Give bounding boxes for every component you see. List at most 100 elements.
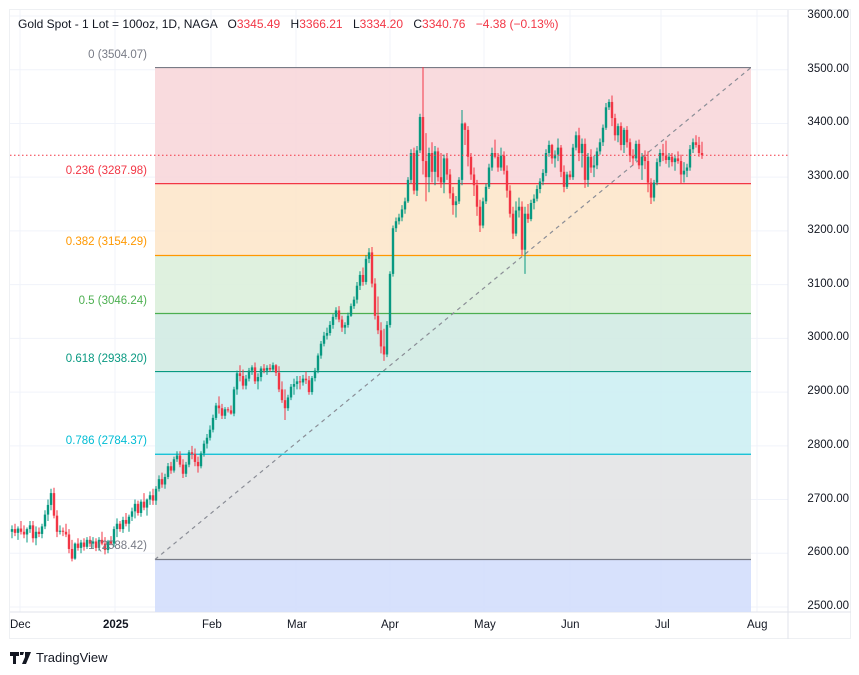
candle-body [25, 529, 29, 535]
candle-body [472, 174, 476, 186]
candle-body [298, 381, 302, 383]
candle-body [592, 165, 596, 168]
candle-body [139, 501, 143, 513]
price-tick-label: 2600.00 [807, 546, 849, 559]
candle-body [256, 377, 260, 382]
candle-body [673, 158, 677, 163]
time-tick-label: Mar [287, 619, 307, 631]
candle-body [133, 503, 137, 512]
price-tick-label: 3400.00 [807, 116, 849, 129]
candle-body [286, 397, 290, 409]
candle-body [130, 511, 134, 517]
candle-body [163, 476, 167, 485]
candle-body [421, 117, 425, 162]
candle-body [208, 429, 212, 438]
candle-body [589, 156, 593, 168]
candle-body [418, 117, 422, 151]
candle-body [565, 174, 569, 187]
candle-body [313, 370, 317, 379]
high-value: 3366.21 [299, 17, 343, 31]
candle-body [289, 386, 293, 398]
candle-body [631, 155, 635, 159]
candle-body [223, 409, 227, 416]
candle-body [430, 153, 434, 172]
candle-body [331, 316, 335, 325]
candle-body [373, 283, 377, 316]
candle-body [193, 453, 197, 462]
candle-body [616, 126, 620, 136]
time-tick-label: Aug [747, 619, 768, 631]
close-label: C [413, 17, 423, 31]
brand-name: TradingView [36, 650, 108, 665]
candle-body [460, 123, 464, 180]
candle-body [523, 213, 527, 250]
candle-body [454, 201, 458, 206]
low-label: L [352, 17, 360, 31]
candle-body [403, 201, 407, 210]
candle-body [619, 126, 623, 145]
candle-body [652, 182, 656, 198]
candle-body [271, 365, 275, 370]
candle-body [181, 464, 185, 474]
candle-body [415, 150, 419, 191]
price-tick-label: 3100.00 [807, 277, 849, 290]
candle-body [397, 217, 401, 222]
candle-body [40, 526, 44, 534]
candle-body [595, 151, 599, 166]
candle-body [247, 370, 251, 379]
candle-body [688, 149, 692, 168]
candle-body [604, 107, 608, 128]
candle-body [121, 519, 125, 530]
fib-zone-0.786 [155, 454, 751, 560]
price-tick-label: 2500.00 [807, 600, 849, 612]
chart-frame [9, 9, 851, 639]
candle-body [601, 127, 605, 143]
candle-body [391, 228, 395, 274]
candle-body [235, 373, 239, 390]
candle-body [481, 201, 485, 226]
candle-body [244, 378, 248, 386]
fib-label-0.5: 0.5 (3046.24) [78, 294, 147, 307]
candles [10, 67, 704, 562]
candle-body [433, 151, 437, 172]
open-label: O [227, 17, 237, 31]
candle-body [691, 142, 695, 150]
candle-body [211, 417, 215, 430]
candle-body [241, 375, 245, 386]
fib-zone-0.5 [155, 313, 751, 372]
candle-body [400, 209, 404, 218]
candle-body [571, 147, 575, 178]
candle-body [160, 479, 164, 485]
tradingview-logo[interactable]: TradingView [10, 650, 108, 665]
candle-body [259, 368, 263, 378]
candle-body [697, 144, 701, 154]
candle-body [136, 503, 140, 513]
candle-body [478, 206, 482, 226]
candle-body [157, 479, 161, 489]
candle-body [67, 534, 71, 549]
candle-body [202, 443, 206, 454]
candle-body [664, 155, 668, 160]
candle-body [541, 172, 545, 182]
candle-body [328, 324, 332, 333]
candle-body [76, 543, 80, 548]
candle-body [499, 155, 503, 168]
tradingview-logo-icon [10, 651, 31, 664]
candle-body [154, 488, 158, 501]
candle-body [385, 324, 389, 355]
candle-body [58, 530, 62, 532]
candle-body [550, 144, 554, 159]
candle-body [409, 153, 413, 180]
candle-body [553, 154, 557, 159]
candle-body [637, 143, 641, 166]
candle-body [295, 381, 299, 385]
candle-body [52, 493, 56, 516]
candle-body [574, 135, 578, 148]
candle-body [28, 525, 32, 530]
candle-body [310, 378, 314, 393]
low-value: 3334.20 [359, 17, 404, 31]
time-tick-label: Dec [10, 619, 31, 631]
candle-body [307, 380, 311, 393]
candle-body [361, 274, 365, 282]
